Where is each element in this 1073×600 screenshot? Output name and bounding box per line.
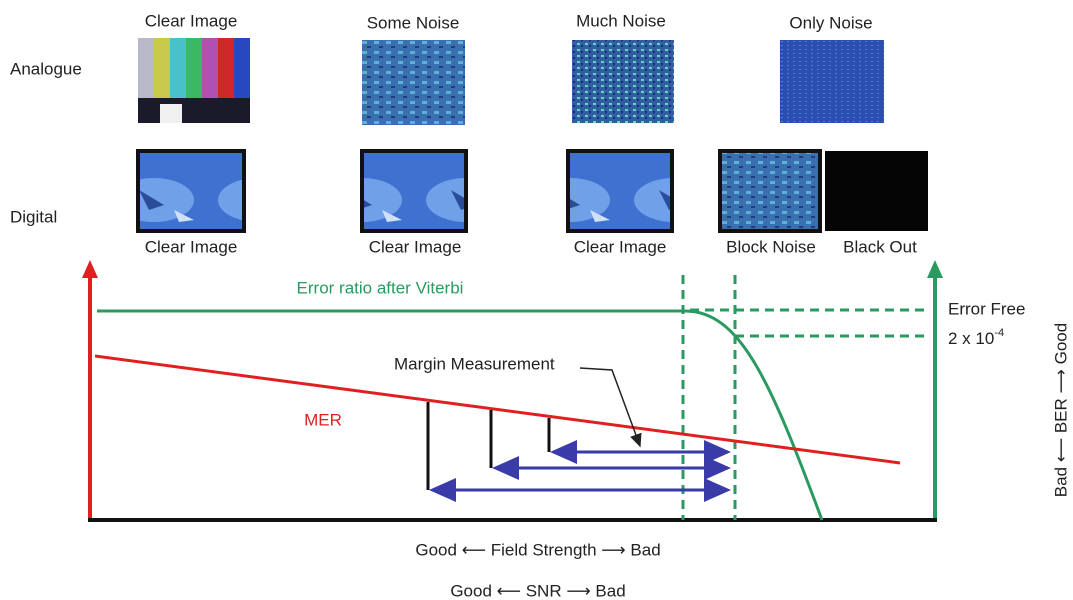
threshold-lines: [683, 275, 930, 520]
caption: Only Noise: [789, 13, 872, 32]
threshold-label: 2 x 10-4: [948, 327, 1004, 349]
axes: [82, 260, 943, 520]
digital-image: [362, 151, 466, 231]
caption: Much Noise: [576, 11, 666, 30]
ber-base: 2 x 10: [948, 329, 994, 348]
ber-exponent: -4: [994, 327, 1004, 339]
caption: Clear Image: [574, 237, 667, 256]
axis-label: Good ⟵ SNR ⟶ Bad: [450, 581, 625, 600]
caption: Block Noise: [726, 237, 816, 256]
digital-image: [825, 151, 928, 231]
caption: Clear Image: [369, 237, 462, 256]
caption: Some Noise: [367, 13, 460, 32]
caption: Clear Image: [145, 237, 238, 256]
noise-image: [362, 40, 465, 125]
noise-image: [572, 40, 674, 123]
row-label: Digital: [10, 207, 57, 226]
annotation: Margin Measurement: [394, 354, 555, 373]
digital-image: [138, 151, 244, 231]
digital-image: [568, 151, 672, 231]
callout: [580, 368, 640, 446]
caption: Clear Image: [145, 11, 238, 30]
axis-label: Bad ⟵ BER ⟶ Good: [1051, 323, 1070, 497]
diagram: Analogue Digital Clear Image Some Noise …: [0, 0, 1073, 600]
noise-image: [780, 40, 884, 123]
color-bars-image: [138, 38, 250, 123]
curve-label: MER: [304, 410, 342, 429]
axis-label: Good ⟵ Field Strength ⟶ Bad: [415, 540, 660, 559]
row-label: Analogue: [10, 59, 82, 78]
threshold-label: Error Free: [948, 299, 1025, 318]
caption: Black Out: [843, 237, 917, 256]
digital-image: [720, 151, 820, 231]
curve-label: Error ratio after Viterbi: [297, 278, 464, 297]
